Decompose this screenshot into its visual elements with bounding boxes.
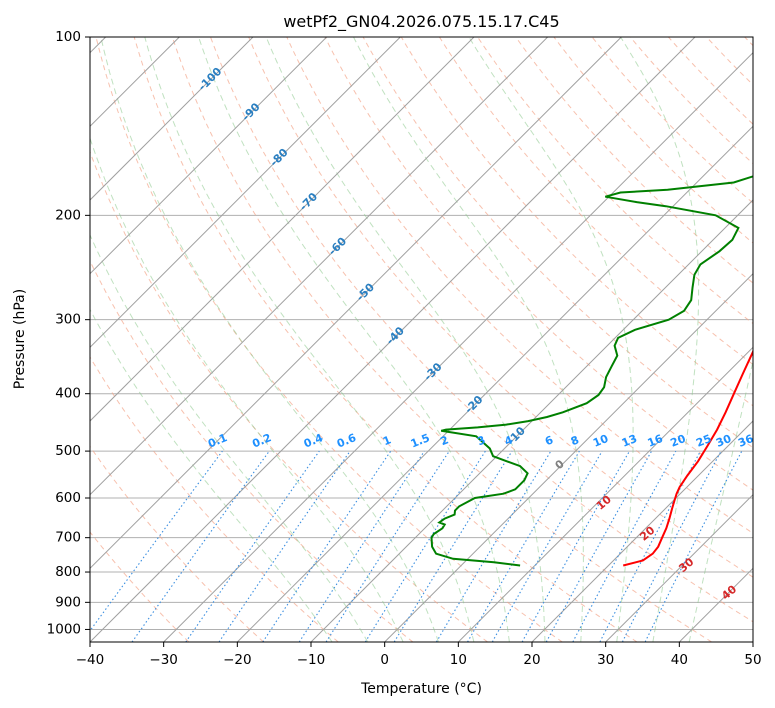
axis-ticks: −40 −30 −20 −10 0 10 20 30 40 50 1000 900 800 700 600 5… <box>47 29 762 668</box>
isotherm-line <box>90 37 328 275</box>
mixing-ratio-label: 30 <box>714 432 733 450</box>
y-tick-label: 900 <box>55 594 81 610</box>
y-tick-label: 600 <box>55 490 81 506</box>
moist-adiabat <box>100 37 439 642</box>
mixing-ratio-line <box>521 450 630 642</box>
isotherm-line <box>605 493 753 642</box>
y-tick-label: 400 <box>55 386 81 402</box>
moist-adiabat <box>265 37 546 642</box>
mixing-ratio-line <box>218 450 351 642</box>
isotherm-line <box>163 51 753 642</box>
y-tick-label: 700 <box>55 530 81 546</box>
mixing-ratio-label: 13 <box>620 432 639 450</box>
dry-adiabat <box>90 445 264 642</box>
mixing-ratio-line <box>298 450 425 642</box>
mixing-ratio-label: 3 <box>475 433 487 448</box>
x-axis-label: Temperature (°C) <box>360 681 482 697</box>
y-tick-label: 500 <box>55 443 81 459</box>
y-tick-label: 300 <box>55 312 81 328</box>
mixing-ratio-label: 8 <box>569 433 581 448</box>
dry-adiabat <box>248 37 753 578</box>
isotherm-line <box>90 37 401 349</box>
chart-title: wetPf2_GN04.2026.075.15.17.C45 <box>283 12 559 32</box>
y-tick-label: 100 <box>55 29 81 45</box>
isotherm-line <box>531 420 753 642</box>
isotherm-line <box>236 125 753 642</box>
mixing-ratio-line <box>131 450 270 642</box>
isotherm-line <box>457 346 753 642</box>
dry-adiabat <box>90 150 488 642</box>
mixing-ratio-line <box>644 450 743 642</box>
isotherm-line <box>90 37 254 201</box>
mixing-ratio-label: 25 <box>694 432 713 450</box>
y-tick-label: 1000 <box>47 621 81 637</box>
x-tick-label: 40 <box>671 652 688 668</box>
moist-adiabat <box>353 37 584 642</box>
mixing-ratio-label: 1 <box>381 433 393 448</box>
moist-adiabat <box>144 37 475 642</box>
mixing-ratio-line <box>325 450 450 642</box>
plot-lines <box>90 37 753 642</box>
mixing-ratio-line <box>262 450 392 642</box>
moist-adiabat <box>90 308 333 642</box>
x-tick-label: 20 <box>523 652 540 668</box>
plot-frame <box>89 36 754 643</box>
dry-adiabat <box>90 531 190 642</box>
mixing-ratio-line <box>572 450 677 642</box>
y-tick-label: 200 <box>55 207 81 223</box>
dry-adiabat <box>210 37 753 623</box>
mixing-ratio-label: 10 <box>591 432 610 450</box>
isotherm-line <box>384 272 753 642</box>
mixing-ratio-label: 2 <box>439 433 451 448</box>
x-tick-label: 50 <box>744 652 761 668</box>
dry-adiabat <box>438 37 753 366</box>
dewpoint-profile <box>430 175 753 567</box>
moist-adiabat <box>90 136 404 642</box>
x-tick-label: −20 <box>223 652 252 668</box>
dry-adiabat <box>95 37 563 642</box>
dry-adiabat <box>133 37 638 642</box>
x-tick-label: −10 <box>297 652 326 668</box>
y-axis-label: Pressure (hPa) <box>12 289 28 389</box>
moist-adiabat <box>90 233 369 642</box>
isotherm-line <box>90 37 696 642</box>
isotherm-line <box>90 37 475 422</box>
x-tick-label: 30 <box>597 652 614 668</box>
dry-adiabat <box>400 37 753 407</box>
x-tick-label: 10 <box>450 652 467 668</box>
x-tick-label: −30 <box>149 652 178 668</box>
mixing-ratio-label: 20 <box>668 432 687 450</box>
y-tick-label: 800 <box>55 564 81 580</box>
mixing-ratio-line <box>393 450 513 642</box>
isotherm-line <box>310 199 753 642</box>
dry-adiabat <box>515 37 753 284</box>
x-tick-label: −40 <box>76 652 105 668</box>
mixing-ratio-label: 16 <box>646 432 665 450</box>
mixing-ratio-line <box>185 450 320 642</box>
moist-adiabat <box>688 358 753 642</box>
mixing-ratio-label: 36 <box>736 432 755 450</box>
dry-adiabat <box>90 356 339 642</box>
mixing-ratio-line <box>545 450 653 642</box>
x-tick-label: 0 <box>380 652 389 668</box>
moist-adiabat <box>198 37 510 642</box>
isotherm-line <box>90 37 549 496</box>
dry-adiabat <box>171 37 712 642</box>
mixing-ratio-line <box>90 450 223 632</box>
moist-adiabat <box>620 37 700 642</box>
isotherm-line <box>90 37 622 570</box>
